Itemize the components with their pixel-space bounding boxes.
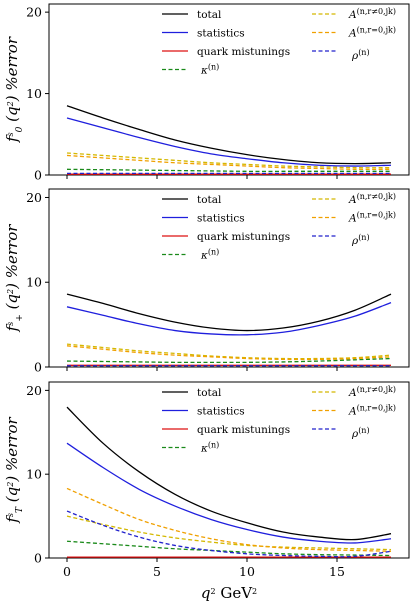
legend-label: quark mistunings [197, 424, 290, 436]
series-line--n- [66, 168, 391, 173]
series-line-a-n-r-0-jk- [66, 152, 392, 169]
legend-label: A(n,r≠0,jk) [348, 7, 396, 22]
legend-label: κ(n) [200, 62, 219, 77]
y-tick-label: 20 [26, 383, 42, 398]
legend-label: statistics [197, 406, 245, 418]
legend-label: ρ(n) [351, 48, 370, 63]
legend-label: total [197, 9, 222, 21]
legend-label: A(n,r≠0,jk) [348, 385, 396, 400]
series-line-statistics [66, 301, 392, 336]
y-tick-label: 10 [26, 275, 42, 290]
legend-label: ρ(n) [351, 233, 370, 248]
series-line--n- [66, 510, 392, 558]
series-line-total [66, 406, 392, 541]
y-axis-label: fs0 (q2) %error [3, 36, 25, 143]
y-tick-label: 0 [34, 360, 42, 375]
series-line-a-n-r-0-jk- [66, 345, 392, 361]
legend-label: A(n,r=0,jk) [348, 210, 396, 225]
series-line-total [66, 105, 392, 165]
legend-label: κ(n) [200, 247, 219, 262]
series-group [66, 406, 392, 558]
plot-frame [48, 3, 410, 176]
x-axis-label: q2 GeV2 [201, 584, 257, 602]
legend-label: A(n,r≠0,jk) [348, 192, 396, 207]
legend-label: statistics [197, 28, 245, 40]
chart-panel-2: 0 10 20 fs+ (q2) %error total statistics quark… [3, 188, 410, 375]
y-axis-label: fsT (q2) %error [3, 417, 25, 524]
x-tick-label: 15 [329, 564, 345, 579]
y-tick-label: 0 [34, 551, 42, 566]
legend-label: κ(n) [200, 440, 219, 455]
y-tick-label: 20 [26, 5, 42, 20]
legend-label: total [197, 387, 222, 399]
x-tick-label: 5 [153, 564, 161, 579]
x-tick-label: 10 [239, 564, 255, 579]
legend: total statistics quark mistunings κ(n) A(n,r… [162, 7, 396, 77]
series-line-statistics [66, 117, 392, 167]
y-axis-label: fs+ (q2) %error [3, 224, 25, 333]
series-line-total [66, 293, 392, 332]
series-group [66, 105, 392, 175]
legend-label: ρ(n) [351, 426, 370, 441]
plot-frame [48, 188, 410, 368]
legend-label: total [197, 194, 222, 206]
plot-frame [48, 381, 410, 559]
legend-label: A(n,r=0,jk) [348, 403, 396, 418]
series-line--n- [66, 540, 392, 557]
chart-panel-3: 0 10 20 0 5 10 15 fsT (q2) %error q2 GeV2 total st… [3, 381, 410, 602]
y-tick-label: 0 [34, 168, 42, 183]
series-line-a-n-r-0-jk- [66, 515, 392, 551]
y-tick-label: 20 [26, 190, 42, 205]
legend-label: quark mistunings [197, 231, 290, 243]
series-group [66, 293, 392, 367]
y-tick-label: 10 [26, 86, 42, 101]
legend-label: A(n,r=0,jk) [348, 25, 396, 40]
legend-label: statistics [197, 213, 245, 225]
legend: total statistics quark mistunings κ(n) A(n,r… [162, 192, 396, 262]
series-line-statistics [66, 442, 392, 544]
series-line-a-n-r-0-jk- [66, 154, 392, 171]
chart-panel-1: 0 10 20 fs0 (q2) %error total statistics quark… [3, 3, 410, 183]
series-line-a-n-r-0-jk- [66, 487, 392, 552]
y-tick-label: 10 [26, 467, 42, 482]
series-line--n- [66, 357, 392, 364]
x-tick-label: 0 [63, 564, 71, 579]
series-line-a-n-r-0-jk- [66, 343, 392, 360]
legend: total statistics quark mistunings κ(n) A(n,r… [162, 385, 396, 455]
legend-label: quark mistunings [197, 46, 290, 58]
